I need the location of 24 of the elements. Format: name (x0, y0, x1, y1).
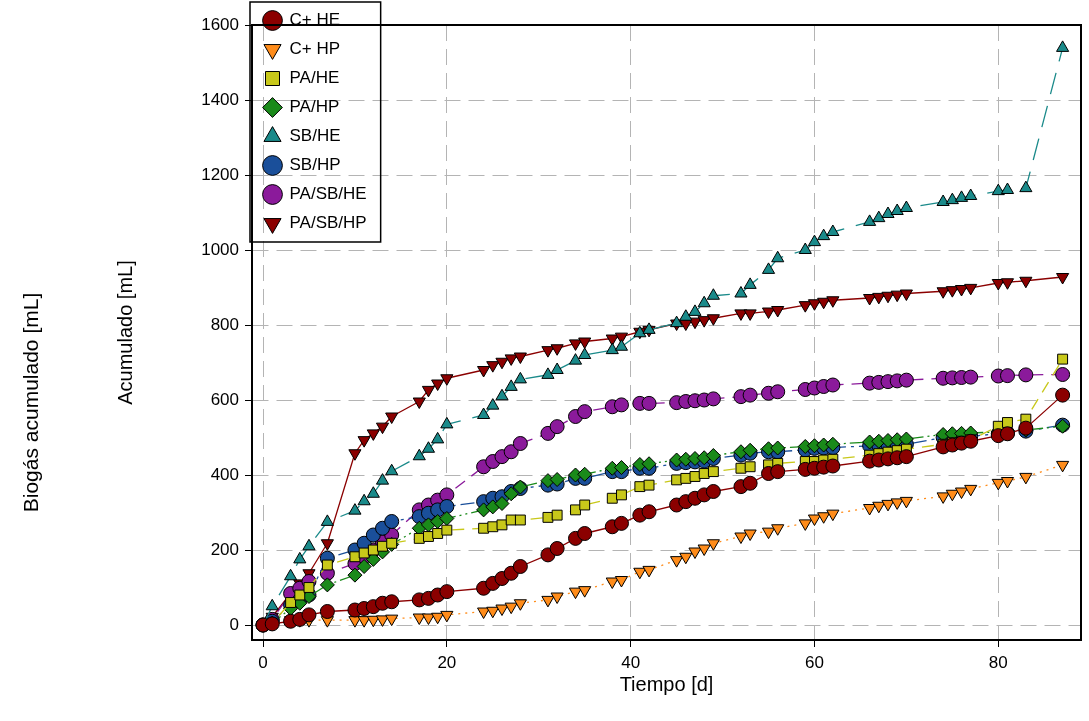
y-tick-label: 800 (210, 314, 239, 334)
x-tick-label: 20 (437, 652, 457, 672)
legend-label: SB/HE (289, 126, 341, 146)
y-tick-label: 200 (210, 539, 239, 559)
text: Biogás acumulado [mL] (18, 292, 42, 513)
legend-label: C+ HP (289, 39, 341, 59)
x-tick-label: 80 (988, 652, 1008, 672)
y-axis-title: Acumulado [mL] (113, 260, 136, 405)
y-tick-label: 1200 (201, 164, 239, 184)
y-tick-label: 1000 (201, 239, 239, 259)
y-tick-label: 400 (210, 464, 239, 484)
legend-label: PA/SB/HE (289, 184, 367, 204)
legend-label: PA/SB/HP (289, 213, 367, 233)
x-tick-label: 40 (621, 652, 641, 672)
legend-label: PA/HE (289, 68, 340, 88)
x-tick-label: 60 (805, 652, 824, 672)
legend-label: PA/HP (289, 97, 340, 117)
y-tick-label: 1600 (201, 14, 239, 34)
x-axis-title: Tiempo [d] (619, 672, 714, 695)
legend-label: SB/HP (289, 155, 341, 175)
y-tick-label: 1400 (201, 89, 239, 109)
y-tick-label: 0 (229, 614, 239, 634)
x-tick-label: 0 (258, 652, 268, 672)
y-tick-label: 600 (210, 389, 239, 409)
